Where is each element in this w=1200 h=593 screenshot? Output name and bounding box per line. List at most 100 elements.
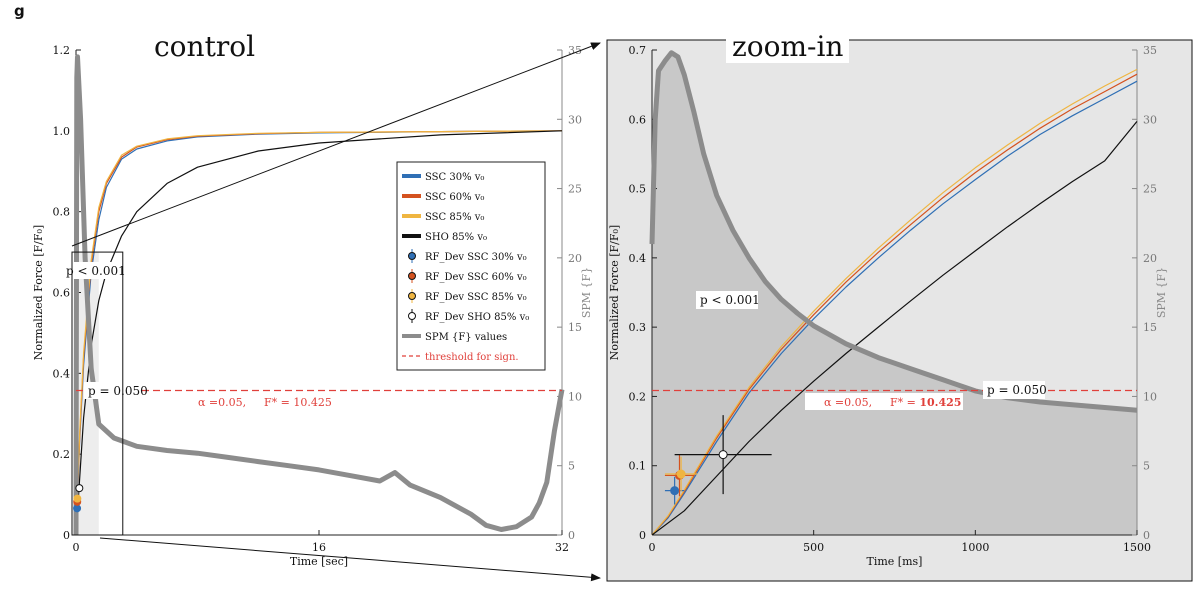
zoom-connector-top xyxy=(71,42,601,247)
c0-y2-tick-label-0: 0 xyxy=(568,529,575,542)
c0-y2-tick-label-3: 15 xyxy=(568,321,582,334)
right-chart-title: zoom-in xyxy=(726,30,850,63)
c0-y2-tick-label-1: 5 xyxy=(568,460,575,473)
legend-item-ssc-85-v: SSC 85% v₀ xyxy=(402,212,484,223)
c1-y-tick-label-2: 0.2 xyxy=(629,390,647,403)
c1-x-tick-label-1: 500 xyxy=(803,541,824,554)
c1-marker-rf-dev-sho-85-v xyxy=(718,450,728,460)
c1-series-ssc-85-v xyxy=(651,68,1138,536)
legend-item-rf-dev-ssc-85-v-label: RF_Dev SSC 85% v₀ xyxy=(425,292,527,303)
zoom-connectors xyxy=(71,42,601,582)
c1-y-tick-label-5: 0.5 xyxy=(629,183,647,196)
c1-series-ssc-30-v xyxy=(651,80,1138,536)
c0-y2-tick-label-2: 10 xyxy=(568,390,582,403)
legend-item-ssc-60-v: SSC 60% v₀ xyxy=(402,192,484,203)
c0-p-sig-label: p < 0.001 xyxy=(66,264,126,278)
legend-item-rf-dev-ssc-60-v-label: RF_Dev SSC 60% v₀ xyxy=(425,272,527,283)
c0-y-tick-label-0: 0 xyxy=(63,529,70,542)
legend-item-spm-f-values: SPM {F} values xyxy=(402,332,507,343)
c1-y2-tick-label-6: 30 xyxy=(1143,113,1157,126)
c0-fstar-value: 10.425 xyxy=(293,396,332,409)
legend-item-rf-dev-sho-85-v: RF_Dev SHO 85% v₀ xyxy=(408,309,529,323)
c0-marker-rf-dev-sho-85-v xyxy=(75,484,84,493)
legend-item-rf-dev-sho-85-v-label: RF_Dev SHO 85% v₀ xyxy=(425,312,529,323)
c0-p-thr-label: p = 0.050 xyxy=(88,384,148,398)
c1-y2-axis-label: SPM {F} xyxy=(1155,267,1168,318)
c1-p-sig-label: p < 0.001 xyxy=(700,293,760,307)
c0-fstar-prefix: F* = xyxy=(264,396,293,409)
legend-item-spm-f-values-label: SPM {F} values xyxy=(425,332,507,343)
c1-series-ssc-60-v xyxy=(651,73,1138,536)
c1-y2-tick-label-4: 20 xyxy=(1143,252,1157,265)
c1-fstar-label: F* = 10.425 xyxy=(890,396,961,409)
c1-spm-area-fill xyxy=(652,52,1137,536)
c0-alpha-label: α =0.05, xyxy=(198,396,246,409)
c0-p-sig-box xyxy=(62,262,120,279)
c0-series-ssc-85-v xyxy=(75,130,563,536)
c1-series-sho-85-v xyxy=(651,121,1138,536)
c0-fstar-label: F* = 10.425 xyxy=(264,396,332,409)
c0-series-sho-85-v xyxy=(75,130,563,536)
legend-item-sho-85-v: SHO 85% v₀ xyxy=(402,232,487,243)
c1-marker-rf-dev-ssc-85-v xyxy=(676,469,686,479)
c1-x-tick-label-3: 1500 xyxy=(1123,541,1151,554)
c0-y2-tick-label-5: 25 xyxy=(568,183,582,196)
legend-item-ssc-30-v-label: SSC 30% v₀ xyxy=(425,172,484,183)
legend-item-threshold-for-sign-label: threshold for sign. xyxy=(425,352,519,363)
legend-item-rf-dev-ssc-30-v-label: RF_Dev SSC 30% v₀ xyxy=(425,252,527,263)
c1-alpha-box xyxy=(805,393,963,410)
legend: SSC 30% v₀ SSC 60% v₀ SSC 85% v₀ SHO 85% v₀… xyxy=(396,161,546,371)
c0-y-axis-label: Normalized Force [F/F₀] xyxy=(32,225,45,360)
c1-alpha-label: α =0.05, xyxy=(824,396,872,409)
legend-item-threshold-for-sign: threshold for sign. xyxy=(402,352,519,363)
legend-item-rf-dev-ssc-30-v: RF_Dev SSC 30% v₀ xyxy=(408,249,527,263)
c1-y2-tick-label-5: 25 xyxy=(1143,183,1157,196)
c1-y2-tick-label-0: 0 xyxy=(1143,529,1150,542)
legend-item-ssc-30-v: SSC 30% v₀ xyxy=(402,172,484,183)
c0-y-tick-label-2: 0.4 xyxy=(53,367,71,380)
c1-y-tick-label-1: 0.1 xyxy=(629,460,647,473)
legend-box xyxy=(396,161,546,371)
c0-y-tick-label-4: 0.8 xyxy=(53,206,71,219)
c1-x-tick-label-0: 0 xyxy=(649,541,656,554)
c0-marker-rf-dev-ssc-85-v xyxy=(73,494,82,503)
c0-y-tick-label-6: 1.2 xyxy=(53,44,71,57)
c1-y-tick-label-0: 0 xyxy=(639,529,646,542)
c1-y2-tick-label-3: 15 xyxy=(1143,321,1157,334)
c1-fstar-prefix: F* = xyxy=(890,396,919,409)
c0-x-tick-label-1: 16 xyxy=(312,541,326,554)
c1-y2-tick-label-7: 35 xyxy=(1143,44,1157,57)
c1-x-tick-label-2: 1000 xyxy=(961,541,989,554)
legend-item-rf-dev-ssc-85-v-marker xyxy=(408,292,416,300)
c1-y-tick-label-3: 0.3 xyxy=(629,321,647,334)
c1-y-axis-label: Normalized Force [F/F₀] xyxy=(608,225,621,360)
legend-item-ssc-85-v-label: SSC 85% v₀ xyxy=(425,212,484,223)
c1-y2-tick-label-1: 5 xyxy=(1143,460,1150,473)
c0-marker-rf-dev-ssc-30-v xyxy=(73,504,82,513)
left-chart-title: control xyxy=(148,30,262,63)
c1-fstar-value: 10.425 xyxy=(919,396,961,409)
c0-y-tick-label-3: 0.6 xyxy=(53,287,71,300)
c0-x-tick-label-2: 32 xyxy=(555,541,569,554)
zoom-connector-bottom xyxy=(99,537,601,582)
legend-item-rf-dev-sho-85-v-marker xyxy=(408,312,416,320)
c0-p-thr-box xyxy=(84,382,142,399)
c1-y-tick-label-7: 0.7 xyxy=(629,44,647,57)
c1-y-tick-label-4: 0.4 xyxy=(629,252,647,265)
c0-zoom-box xyxy=(71,251,124,536)
legend-item-rf-dev-ssc-60-v-marker xyxy=(408,272,416,280)
c1-y2-tick-label-2: 10 xyxy=(1143,390,1157,403)
c0-y2-tick-label-4: 20 xyxy=(568,252,582,265)
c1-p-thr-label: p = 0.050 xyxy=(987,383,1047,397)
legend-item-rf-dev-ssc-85-v: RF_Dev SSC 85% v₀ xyxy=(408,289,527,303)
c0-y2-tick-label-6: 30 xyxy=(568,113,582,126)
legend-item-ssc-60-v-label: SSC 60% v₀ xyxy=(425,192,484,203)
c1-x-axis-label: Time [ms] xyxy=(867,555,923,568)
right-chart: 0 0.1 0.2 0.3 0.4 0.5 0.6 0.7 0 5 10 15 20 25 30 35 0 500… xyxy=(606,39,1193,582)
c0-series-spm-f-values xyxy=(73,54,565,536)
legend-item-sho-85-v-label: SHO 85% v₀ xyxy=(425,232,487,243)
c0-y-tick-label-5: 1.0 xyxy=(53,125,71,138)
c1-p-sig-box xyxy=(696,291,758,309)
c0-y2-axis-label: SPM {F} xyxy=(580,267,593,318)
